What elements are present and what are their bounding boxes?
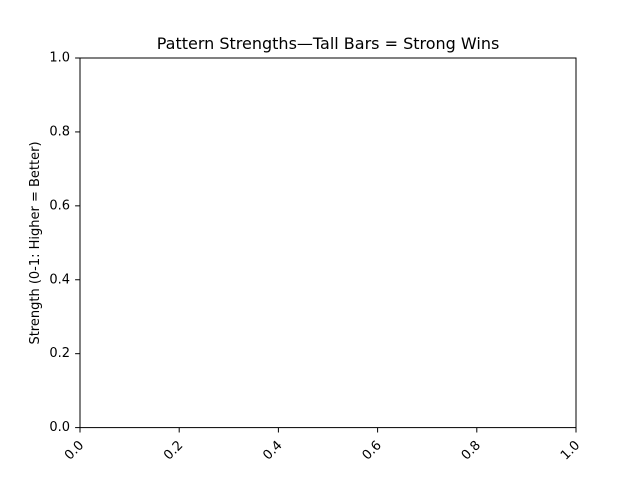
y-tick-label: 0.2 (49, 346, 70, 361)
y-axis-label: Strength (0-1: Higher = Better) (28, 141, 43, 344)
chart-title: Pattern Strengths—Tall Bars = Strong Win… (157, 34, 500, 53)
y-tick-label: 0.8 (49, 124, 70, 139)
plot-frame (79, 57, 577, 429)
y-tick-label: 0.0 (49, 420, 70, 435)
y-tick-label: 0.4 (49, 272, 70, 287)
y-axis-ticks: 0.0 0.2 0.4 0.6 0.8 1.0 (49, 51, 80, 435)
y-tick-label: 0.6 (49, 198, 70, 213)
y-tick-label: 1.0 (49, 51, 70, 66)
